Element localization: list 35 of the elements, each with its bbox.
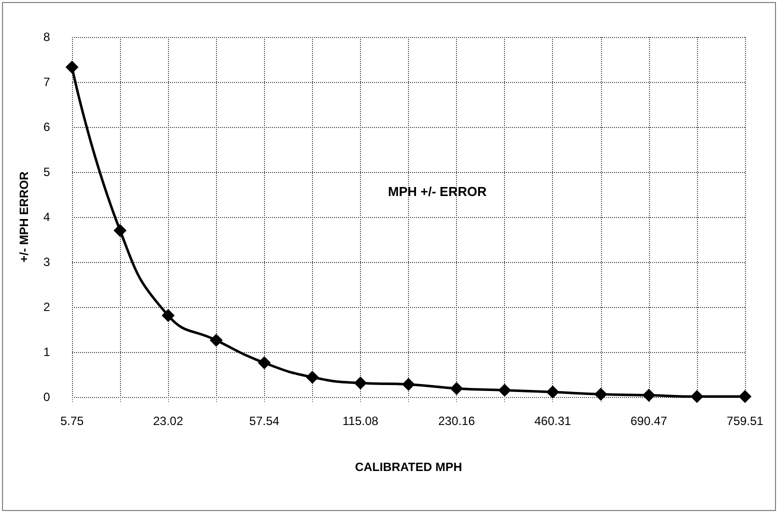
point bbox=[546, 386, 560, 399]
point bbox=[402, 378, 415, 391]
point bbox=[354, 376, 367, 390]
y-tick-label: 7 bbox=[43, 75, 50, 89]
point bbox=[450, 382, 464, 395]
point bbox=[690, 390, 704, 404]
x-tick-label: 115.08 bbox=[342, 414, 379, 428]
y-tick-label: 0 bbox=[43, 390, 50, 404]
x-tick-label: 5.75 bbox=[60, 414, 84, 428]
y-tick-label: 2 bbox=[43, 300, 50, 314]
x-tick-label: 57.54 bbox=[249, 414, 280, 428]
x-axis-title: CALIBRATED MPH bbox=[354, 460, 462, 474]
y-tick-label: 5 bbox=[43, 165, 50, 179]
point bbox=[114, 224, 127, 237]
point bbox=[594, 388, 608, 401]
point bbox=[306, 370, 319, 384]
point bbox=[258, 356, 271, 370]
x-tick-label: 230.16 bbox=[438, 414, 476, 428]
text: MPH +/- ERROR bbox=[388, 184, 488, 199]
x-tick-label: 23.02 bbox=[153, 414, 184, 428]
point bbox=[162, 309, 175, 322]
point bbox=[738, 390, 752, 404]
y-tick-label: 8 bbox=[43, 30, 50, 44]
x-tick-label: 759.51 bbox=[726, 414, 764, 428]
x-tick-label: 460.31 bbox=[534, 414, 572, 428]
point bbox=[210, 334, 223, 347]
y-axis-title: +/- MPH ERROR bbox=[17, 171, 31, 263]
x-tick-label: 690.47 bbox=[630, 414, 668, 428]
point bbox=[642, 388, 656, 402]
y-tick-label: 1 bbox=[43, 345, 50, 359]
y-tick-label: 3 bbox=[43, 255, 50, 269]
y-tick-label: 6 bbox=[43, 120, 50, 134]
point bbox=[498, 384, 512, 397]
y-tick-label: 4 bbox=[43, 210, 50, 224]
point bbox=[66, 60, 78, 74]
